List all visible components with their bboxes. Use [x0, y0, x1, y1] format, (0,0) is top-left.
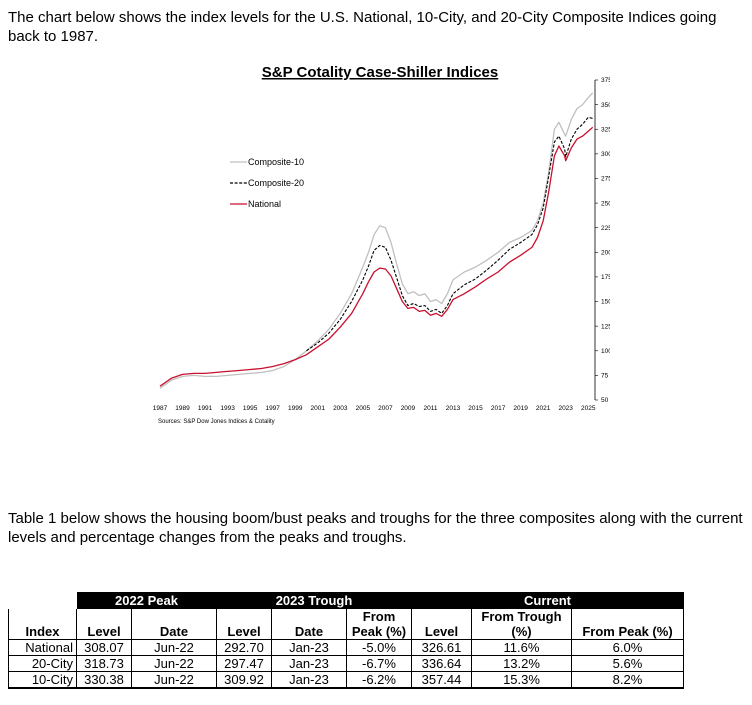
x-tick-label: 1993 — [220, 405, 235, 412]
table-cell: 5.6% — [571, 655, 684, 672]
table-row-20-city: 20-City 318.73 Jun-22 297.47 Jan-23 -6.7… — [8, 655, 684, 672]
col-header-peak-date: Date — [131, 609, 217, 640]
col-header-current-from-peak: From Peak (%) — [571, 609, 684, 640]
col-header-peak-level: Level — [76, 609, 132, 640]
table-cell: National — [8, 639, 77, 656]
x-tick-label: 1991 — [198, 405, 213, 412]
x-tick-label: 1999 — [288, 405, 303, 412]
table-cell: 330.38 — [76, 671, 132, 689]
x-tick-label: 2017 — [491, 405, 506, 412]
table-cell: 11.6% — [471, 639, 572, 656]
intro-paragraph: The chart below shows the index levels f… — [8, 9, 717, 45]
y-tick-label: 125 — [601, 323, 610, 330]
x-tick-label: 1987 — [153, 405, 168, 412]
table-cell: 10-City — [8, 671, 77, 689]
y-tick-label: 300 — [601, 151, 610, 158]
table-cell: 336.64 — [411, 655, 472, 672]
y-tick-label: 275 — [601, 176, 610, 183]
y-tick-label: 250 — [601, 200, 610, 207]
y-tick-label: 50 — [601, 397, 609, 404]
x-tick-label: 2019 — [513, 405, 528, 412]
table-cell: 20-City — [8, 655, 77, 672]
table-cell: Jun-22 — [131, 655, 217, 672]
table-cell: 13.2% — [471, 655, 572, 672]
table-cell: Jun-22 — [131, 671, 217, 689]
group-header-peak: 2022 Peak — [76, 592, 217, 609]
x-tick-label: 2021 — [536, 405, 551, 412]
chart-source: Sources: S&P Dow Jones Indices & Cotalit… — [158, 419, 275, 425]
table-cell: 297.47 — [216, 655, 272, 672]
table-row-national: National 308.07 Jun-22 292.70 Jan-23 -5.… — [8, 639, 684, 656]
group-header-blank — [8, 592, 77, 609]
col-header-index: Index — [8, 609, 77, 640]
series-line-national — [159, 126, 594, 387]
y-tick-label: 175 — [601, 274, 610, 281]
table-row-10-city: 10-City 330.38 Jun-22 309.92 Jan-23 -6.2… — [8, 671, 684, 689]
peaks-troughs-table: 2022 Peak 2023 Trough Current Index Leve… — [8, 592, 684, 689]
y-tick-label: 75 — [601, 373, 609, 380]
y-tick-label: 350 — [601, 102, 610, 109]
table-cell: 308.07 — [76, 639, 132, 656]
table-cell: 309.92 — [216, 671, 272, 689]
y-tick-label: 325 — [601, 126, 610, 133]
x-tick-label: 2003 — [333, 405, 348, 412]
table-cell: Jan-23 — [271, 639, 347, 656]
table-cell: Jan-23 — [271, 671, 347, 689]
series-line-composite-10 — [159, 92, 594, 389]
table-cell: 292.70 — [216, 639, 272, 656]
legend-label: Composite-20 — [248, 178, 304, 188]
col-header-current-level: Level — [411, 609, 472, 640]
table-cell: 6.0% — [571, 639, 684, 656]
y-tick-label: 375 — [601, 77, 610, 84]
table-cell: 326.61 — [411, 639, 472, 656]
y-tick-label: 200 — [601, 250, 610, 257]
table-cell: 318.73 — [76, 655, 132, 672]
column-header-row: Index Level Date Level Date From Peak (%… — [8, 609, 684, 640]
x-tick-label: 2025 — [581, 405, 596, 412]
table-cell: -6.7% — [346, 655, 412, 672]
x-tick-label: 2015 — [468, 405, 483, 412]
table-cell: 8.2% — [571, 671, 684, 689]
group-header-current: Current — [411, 592, 684, 609]
x-tick-label: 2001 — [311, 405, 326, 412]
x-tick-label: 1989 — [175, 405, 190, 412]
col-header-trough-level: Level — [216, 609, 272, 640]
legend-label: National — [248, 199, 281, 209]
group-header-row: 2022 Peak 2023 Trough Current — [8, 592, 684, 609]
x-tick-label: 2005 — [356, 405, 371, 412]
x-tick-label: 1995 — [243, 405, 258, 412]
x-tick-label: 1997 — [265, 405, 280, 412]
x-tick-label: 2011 — [423, 405, 437, 412]
chart-canvas: S&P Cotality Case-Shiller Indices 50 75 100… — [153, 64, 610, 425]
x-tick-label: 2013 — [446, 405, 461, 412]
group-header-trough: 2023 Trough — [216, 592, 412, 609]
table-intro-paragraph: Table 1 below shows the housing boom/bus… — [8, 510, 743, 546]
col-header-trough-from-peak: From Peak (%) — [346, 609, 412, 640]
table-cell: -5.0% — [346, 639, 412, 656]
table-cell: Jan-23 — [271, 655, 347, 672]
x-tick-label: 2023 — [558, 405, 573, 412]
table-cell: -6.2% — [346, 671, 412, 689]
table-cell: 15.3% — [471, 671, 572, 689]
x-tick-label: 2009 — [401, 405, 416, 412]
legend-label: Composite-10 — [248, 157, 304, 167]
table-cell: 357.44 — [411, 671, 472, 689]
y-tick-label: 100 — [601, 348, 610, 355]
x-tick-label: 2007 — [378, 405, 393, 412]
y-tick-label: 150 — [601, 299, 610, 306]
col-header-current-from-trough: From Trough (%) — [471, 609, 572, 640]
table-cell: Jun-22 — [131, 639, 217, 656]
col-header-trough-date: Date — [271, 609, 347, 640]
y-tick-label: 225 — [601, 225, 610, 232]
case-shiller-chart: S&P Cotality Case-Shiller Indices 50 75 100… — [150, 62, 610, 442]
chart-title: S&P Cotality Case-Shiller Indices — [262, 64, 498, 81]
series-line-composite-20 — [306, 116, 593, 352]
